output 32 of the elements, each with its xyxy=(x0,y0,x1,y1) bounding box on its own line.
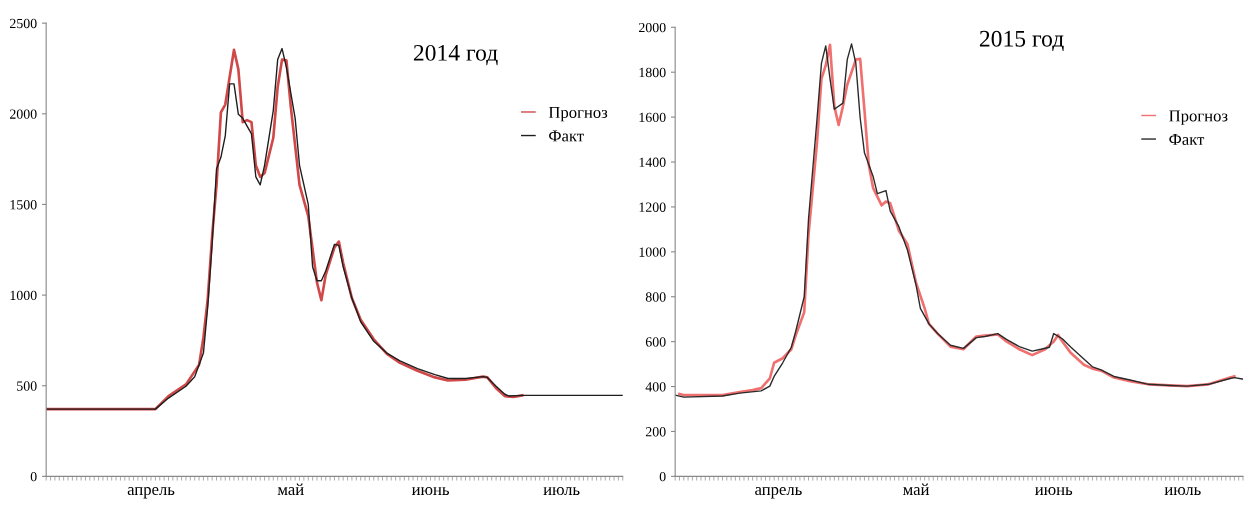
y-tick-label: 0 xyxy=(30,471,37,482)
legend-label: Факт xyxy=(549,130,584,142)
y-tick-label: 800 xyxy=(645,292,666,302)
x-tick-label: апрель xyxy=(127,487,175,499)
y-tick-label: 2000 xyxy=(638,22,666,33)
y-tick-label: 2000 xyxy=(9,109,37,119)
x-tick-label: апрель xyxy=(755,487,802,499)
y-tick-label: 1500 xyxy=(10,200,37,210)
y-tick-label: 1000 xyxy=(639,247,666,257)
y-tick-label: 1000 xyxy=(10,290,37,301)
y-tick-label: 400 xyxy=(645,382,666,392)
y-tick-label: 200 xyxy=(645,427,666,437)
x-tick-label: май xyxy=(903,483,930,496)
y-tick-label: 1600 xyxy=(639,112,666,123)
x-tick-label: июль xyxy=(543,487,580,496)
line-series xyxy=(46,47,623,410)
y-tick-label: 2500 xyxy=(9,18,37,29)
y-tick-label: 500 xyxy=(17,381,37,391)
y-tick-label: 1400 xyxy=(639,157,666,167)
legend-label: Прогноз xyxy=(548,106,608,122)
legend-label: Прогноз xyxy=(1169,110,1228,125)
y-tick-label: 0 xyxy=(659,471,666,482)
y-tick-label: 1800 xyxy=(639,67,666,78)
x-tick-label: июнь xyxy=(411,487,449,496)
x-tick-label: июль xyxy=(1164,487,1201,496)
legend-label: Факт xyxy=(1169,133,1205,146)
x-tick-label: июнь xyxy=(1035,487,1073,496)
y-tick-label: 1200 xyxy=(639,202,666,212)
x-tick-label: май xyxy=(277,483,304,496)
y-tick-label: 600 xyxy=(645,337,666,347)
text: 2014 год xyxy=(413,44,498,66)
chart-title: 2015 год xyxy=(979,30,1064,52)
